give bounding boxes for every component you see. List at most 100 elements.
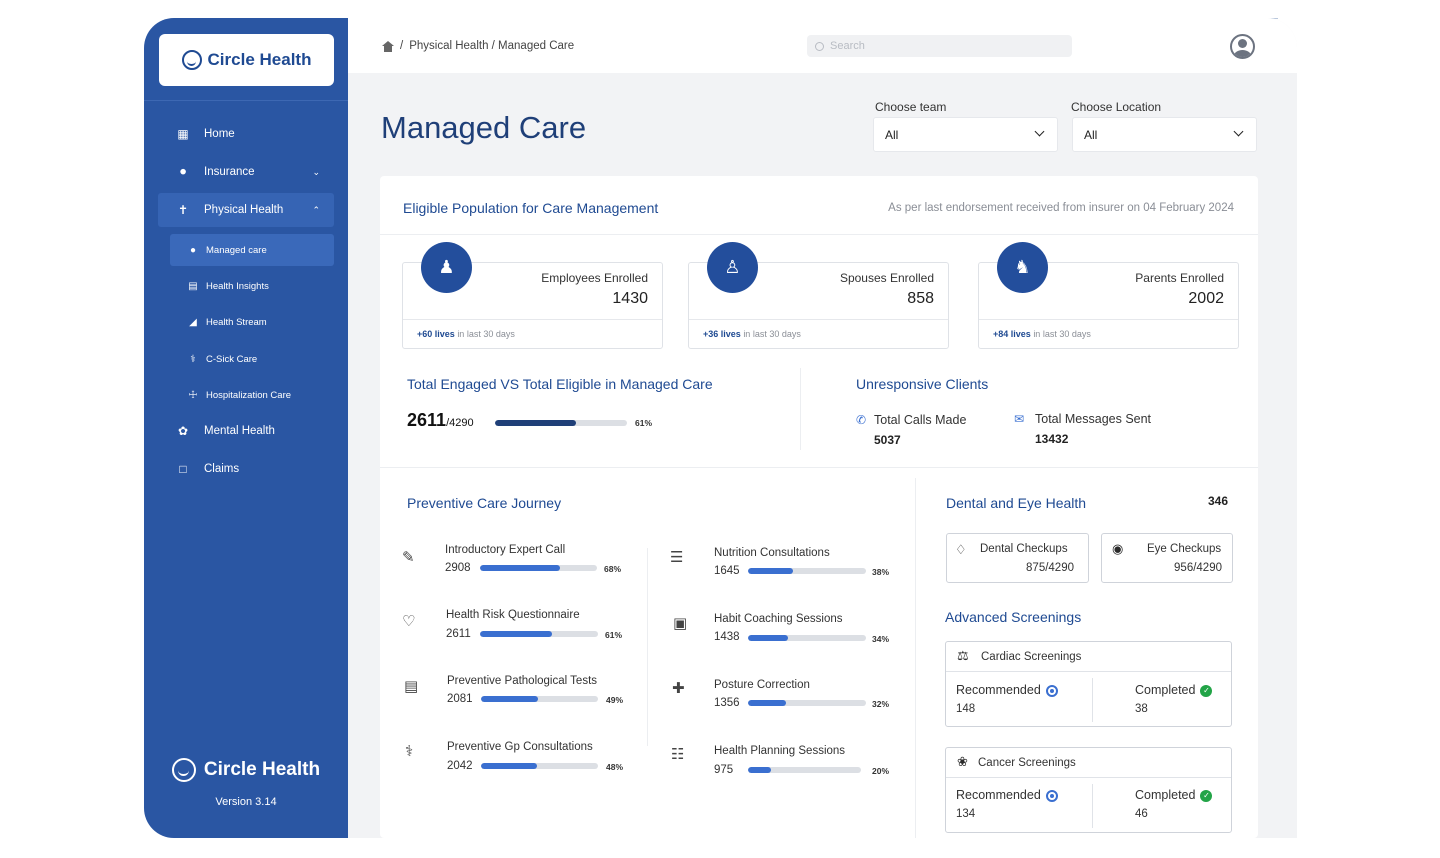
recommended-value: 148	[956, 703, 976, 715]
completed-text: Completed	[1135, 788, 1196, 802]
phone-icon: ✆	[856, 413, 867, 427]
screening-header: ❀ Cancer Screenings	[946, 748, 1231, 778]
planning-icon: ☷	[671, 746, 685, 763]
journey-label: Posture Correction	[714, 679, 810, 691]
cardiac-screenings-card[interactable]: ⚖ Cardiac Screenings Recommended 148 Com…	[945, 641, 1232, 727]
sidebar-item-insurance[interactable]: ⚫ Insurance ⌄	[158, 155, 334, 189]
location-dropdown[interactable]: All	[1072, 117, 1257, 152]
journey-percent: 34%	[872, 634, 890, 644]
eligible-title: Eligible Population for Care Management	[403, 200, 659, 216]
sick-care-icon: ⚕	[190, 353, 196, 365]
endorsement-note: As per last endorsement received from in…	[888, 202, 1234, 214]
journey-value: 2908	[445, 562, 471, 574]
stat-footer: +60 lives in last 30 days	[417, 329, 515, 339]
sidebar-item-mental-health[interactable]: ✿ Mental Health	[158, 414, 334, 448]
journey-percent: 49%	[606, 695, 624, 705]
progress-fill	[480, 565, 560, 571]
stat-value: 1430	[612, 290, 648, 307]
sidebar-subitem-health-insights[interactable]: ▤ Health Insights	[170, 270, 334, 302]
journey-label: Introductory Expert Call	[445, 544, 566, 556]
unresponsive-title: Unresponsive Clients	[856, 376, 989, 392]
sidebar-item-home[interactable]: ▦ Home	[158, 117, 334, 151]
insights-icon: ▤	[188, 280, 198, 292]
sidebar-item-physical-health[interactable]: ✝ Physical Health ⌃	[158, 193, 334, 227]
sidebar-footer: Circle Health Version 3.14	[144, 758, 348, 808]
team-value: All	[885, 127, 899, 142]
journey-value: 2611	[446, 628, 471, 640]
journey-value: 2081	[447, 693, 473, 705]
search-icon	[815, 41, 824, 51]
tooth-icon: ♢	[955, 542, 967, 557]
sidebar-item-claims[interactable]: □ Claims	[158, 452, 334, 486]
stat-value: 2002	[1188, 290, 1224, 307]
journey-progress-bar	[748, 568, 866, 574]
sidebar-subitem-label: C-Sick Care	[206, 353, 258, 365]
sidebar-subitem-hospitalization-care[interactable]: ☩ Hospitalization Care	[170, 379, 334, 411]
journey-percent: 61%	[605, 630, 623, 640]
journey-progress-bar	[748, 700, 866, 706]
sidebar-subitem-label: Managed care	[206, 244, 267, 256]
progress-fill	[481, 763, 538, 769]
chevron-down-icon	[1034, 126, 1045, 137]
managed-care-card: Eligible Population for Care Management …	[380, 176, 1258, 838]
person-icon: ✝	[177, 203, 189, 217]
dental-checkups-card[interactable]: ♢ Dental Checkups 875/4290	[946, 533, 1089, 583]
vertical-divider	[915, 478, 916, 838]
sidebar-item-label: Insurance	[204, 166, 255, 178]
progress-fill	[748, 635, 789, 641]
eye-checkups-card[interactable]: ◉ Eye Checkups 956/4290	[1101, 533, 1233, 583]
cancer-screenings-card[interactable]: ❀ Cancer Screenings Recommended 134 Comp…	[945, 747, 1232, 833]
dental-eye-total: 346	[1208, 494, 1229, 508]
messages-label: Total Messages Sent	[1035, 412, 1152, 426]
progress-fill	[748, 568, 793, 574]
nutrition-icon: ☰	[670, 549, 684, 566]
doc-call-icon: ✎	[402, 549, 415, 566]
engaged-title: Total Engaged VS Total Eligible in Manag…	[407, 376, 713, 392]
journey-percent: 32%	[872, 699, 890, 709]
stat-delta-suffix: in last 30 days	[1033, 329, 1091, 339]
completed-text: Completed	[1135, 683, 1196, 697]
dental-eye-title: Dental and Eye Health	[946, 495, 1087, 511]
chevron-down-icon: ⌄	[312, 166, 320, 177]
posture-icon: ✚	[672, 680, 685, 697]
parents-group-icon: ♞	[997, 242, 1048, 293]
sidebar-subitem-c-sick-care[interactable]: ⚕ C-Sick Care	[170, 343, 334, 375]
home-icon[interactable]	[382, 40, 394, 52]
dashboard-icon: ▦	[177, 127, 189, 141]
calls-label: Total Calls Made	[874, 413, 967, 427]
user-avatar-icon[interactable]	[1230, 34, 1255, 59]
team-dropdown[interactable]: All	[873, 117, 1058, 152]
sidebar-item-label: Home	[204, 128, 235, 140]
recommended-label: Recommended	[956, 788, 1058, 802]
sidebar-item-label: Claims	[204, 463, 240, 475]
engaged-progress-bar	[495, 420, 627, 426]
stat-delta: +36 lives	[703, 329, 741, 339]
journey-value: 1645	[714, 565, 740, 577]
smile-logo-icon	[171, 758, 196, 782]
journey-progress-bar	[748, 635, 866, 641]
journey-progress-bar	[481, 763, 598, 769]
stat-label: Parents Enrolled	[1135, 271, 1224, 285]
parents-enrolled-card: ♞ Parents Enrolled 2002 +84 lives in las…	[978, 242, 1239, 349]
message-icon: ✉	[1014, 412, 1025, 426]
stat-delta: +84 lives	[993, 329, 1031, 339]
stat-divider	[689, 319, 948, 320]
sidebar-subitem-managed-care[interactable]: ● Managed care	[170, 234, 334, 266]
brand-logo[interactable]: Circle Health	[159, 34, 334, 86]
stat-label: Spouses Enrolled	[839, 271, 934, 285]
breadcrumb-path[interactable]: Physical Health / Managed Care	[409, 40, 575, 52]
app-window: Circle Health ▦ Home ⚫ Insurance ⌄ ✝ Phy…	[144, 18, 1297, 838]
employees-icon: ♟	[421, 242, 472, 293]
employees-enrolled-card: ♟ Employees Enrolled 1430 +60 lives in l…	[402, 242, 663, 349]
recommended-text: Recommended	[956, 683, 1041, 697]
eye-value: 956/4290	[1174, 562, 1222, 574]
completed-label: Completed ✓	[1135, 788, 1213, 802]
chevron-down-icon	[1233, 126, 1244, 137]
search-input[interactable]: Search	[807, 35, 1072, 57]
stat-delta-suffix: in last 30 days	[743, 329, 801, 339]
location-value: All	[1084, 127, 1098, 142]
sidebar-subitem-label: Health Insights	[206, 280, 269, 292]
footer-brand: Circle Health	[144, 758, 348, 782]
completed-value: 38	[1135, 703, 1148, 715]
sidebar-subitem-health-stream[interactable]: ◢ Health Stream	[170, 306, 334, 338]
